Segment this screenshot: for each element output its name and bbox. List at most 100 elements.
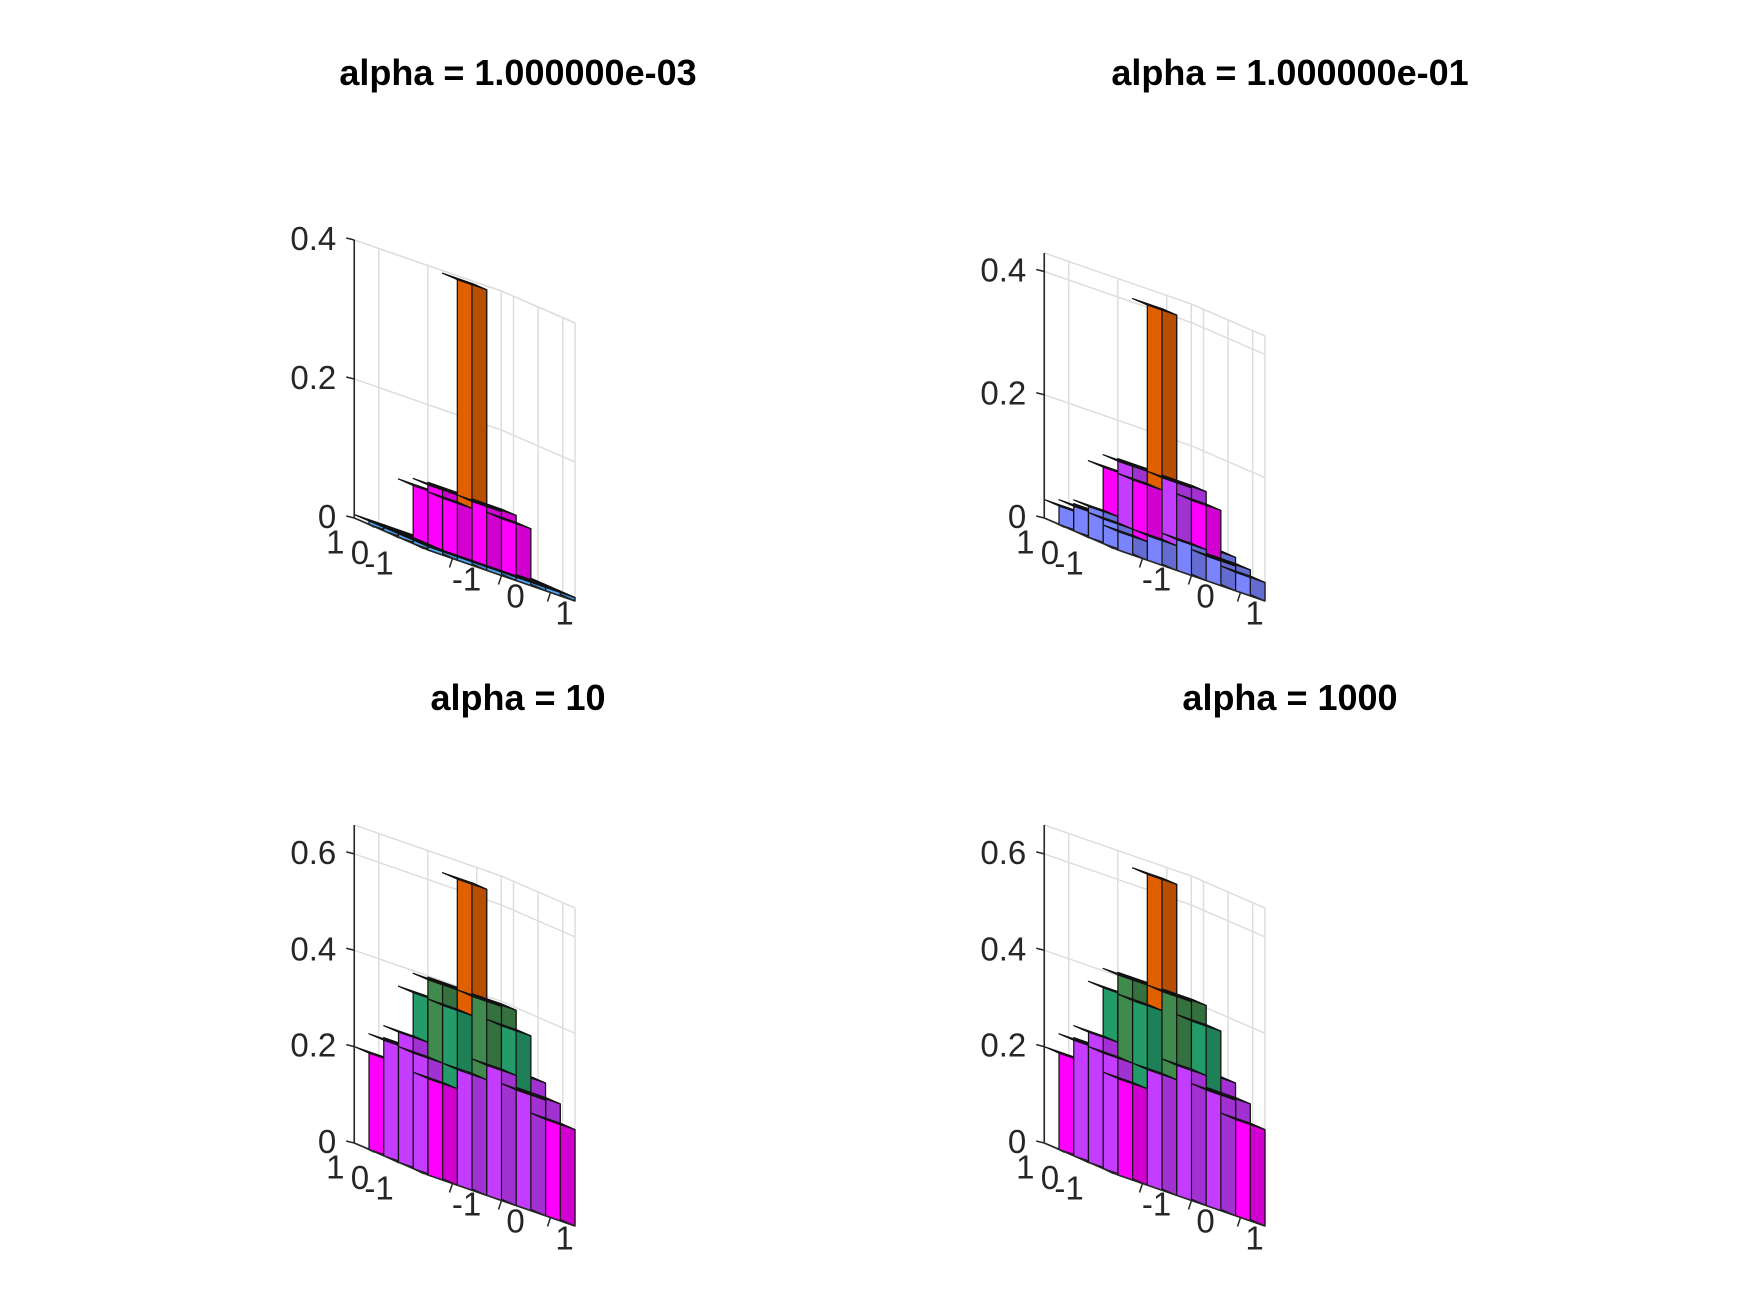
y-tick-label: 1 — [1016, 1148, 1034, 1185]
x-tick — [1187, 575, 1193, 585]
x-tick-label: 1 — [1245, 595, 1263, 632]
y-tick — [366, 1147, 375, 1154]
z-tick-label: 0.4 — [290, 930, 336, 967]
z-tick-label: 0.4 — [290, 220, 336, 257]
y-tick — [390, 1158, 400, 1164]
x-tick — [546, 592, 552, 602]
y-tick — [366, 522, 375, 529]
y-tick-label: -1 — [1054, 1170, 1083, 1207]
y-tick-label: 1 — [326, 523, 344, 560]
y-tick-label: 0 — [1041, 1159, 1059, 1196]
x-tick-label: 0 — [1196, 578, 1214, 615]
subplot-title: alpha = 1.000000e-01 — [1111, 52, 1468, 93]
z-tick — [1036, 1140, 1045, 1144]
z-tick — [346, 1043, 355, 1048]
bars — [353, 872, 576, 1227]
z-tick-label: 0 — [318, 1123, 336, 1160]
x-tick-label: 0 — [506, 1203, 524, 1240]
x-tick-label: 1 — [555, 1220, 573, 1257]
z-tick-label: 0.2 — [980, 375, 1026, 412]
bar — [1161, 1058, 1207, 1207]
x-tick-label: -1 — [1142, 561, 1171, 598]
z-tick — [346, 237, 355, 241]
z-tick-label: 0 — [1008, 498, 1026, 535]
x-tick — [546, 1217, 552, 1227]
y-tick-label: -1 — [1054, 545, 1083, 582]
y-tick-label: 0 — [351, 534, 369, 571]
z-tick — [1036, 392, 1045, 396]
z-tick-label: 0 — [1008, 1123, 1026, 1160]
z-tick — [1036, 947, 1045, 952]
x-tick — [1138, 1183, 1144, 1193]
bar — [442, 1062, 488, 1197]
y-tick-label: 0 — [1041, 534, 1059, 571]
x-tick — [1138, 558, 1144, 568]
x-tick-label: 1 — [555, 595, 573, 632]
z-tick-label: 0.2 — [980, 1027, 1026, 1064]
y-tick — [1105, 543, 1115, 550]
y-tick-label: 1 — [1016, 523, 1034, 560]
x-tick — [1187, 1200, 1193, 1210]
x-tick-label: -1 — [1142, 1186, 1171, 1223]
bar — [1220, 1112, 1266, 1227]
x-tick — [497, 575, 503, 585]
z-tick-label: 0.2 — [290, 1027, 336, 1064]
y-tick-label: 1 — [326, 1148, 344, 1185]
z-tick — [346, 1140, 355, 1144]
z-tick — [1036, 268, 1045, 273]
x-tick-label: -1 — [452, 561, 481, 598]
x-tick — [448, 558, 454, 568]
x-tick — [448, 1183, 454, 1193]
bar — [456, 494, 503, 575]
bar — [530, 1112, 576, 1227]
x-tick-label: 1 — [1245, 1220, 1263, 1257]
bar — [1220, 565, 1266, 602]
subplot-title: alpha = 1.000000e-03 — [339, 52, 696, 93]
z-tick-label: 0.6 — [290, 834, 336, 871]
y-tick — [1056, 1147, 1065, 1154]
y-tick — [1056, 522, 1065, 529]
y-tick — [415, 543, 425, 550]
bar — [1102, 1071, 1149, 1186]
z-tick — [1036, 515, 1045, 519]
z-tick-label: 0.2 — [290, 359, 336, 396]
y-tick — [390, 533, 400, 539]
z-tick-label: 0.6 — [980, 834, 1026, 871]
bar — [1132, 1062, 1178, 1197]
bar — [441, 272, 488, 569]
z-tick — [346, 376, 355, 380]
subplot-title: alpha = 1000 — [1182, 677, 1397, 718]
y-tick — [415, 1168, 425, 1175]
bars — [1043, 867, 1266, 1227]
y-tick — [1105, 1168, 1115, 1175]
y-tick — [1080, 1158, 1090, 1164]
z-tick — [346, 947, 355, 952]
z-tick — [1036, 851, 1045, 855]
z-tick — [346, 515, 355, 519]
bar — [471, 1058, 517, 1207]
z-tick — [346, 851, 355, 855]
y-tick — [1080, 533, 1090, 539]
bars — [353, 272, 576, 602]
bar — [486, 511, 532, 586]
z-tick-label: 0.4 — [980, 251, 1026, 288]
x-tick — [497, 1200, 503, 1210]
x-tick-label: 0 — [1196, 1203, 1214, 1240]
x-tick — [1236, 1217, 1242, 1227]
x-tick — [1236, 592, 1242, 602]
z-tick-label: 0.4 — [980, 930, 1026, 967]
z-tick — [1036, 1043, 1045, 1048]
bar — [500, 1082, 547, 1217]
y-tick-label: -1 — [364, 545, 393, 582]
z-tick-label: 0 — [318, 498, 336, 535]
